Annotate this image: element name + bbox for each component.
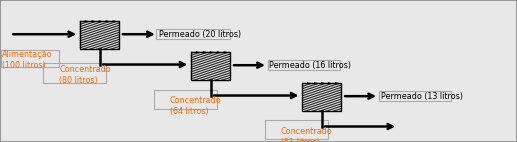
Text: Permeado (16 litros): Permeado (16 litros) [269,61,352,70]
Text: Permeado (20 litros): Permeado (20 litros) [159,30,241,39]
Text: Permeado (13 litros): Permeado (13 litros) [381,92,463,101]
Bar [156,29,230,39]
Bar [43,63,106,83]
Text: Concentrado
(51 litros): Concentrado (51 litros) [281,127,332,142]
Bar [191,52,230,80]
Bar [302,83,341,111]
Text: Concentrado
(64 litros): Concentrado (64 litros) [170,96,221,116]
Text: Concentrado
(80 litros): Concentrado (80 litros) [59,65,111,85]
Bar [1,50,59,67]
Text: Alimentação
(100 litros): Alimentação (100 litros) [2,50,53,70]
Bar [265,120,328,139]
Bar [154,90,217,109]
Bar [80,21,119,49]
Bar [379,91,451,101]
Bar [268,60,340,70]
